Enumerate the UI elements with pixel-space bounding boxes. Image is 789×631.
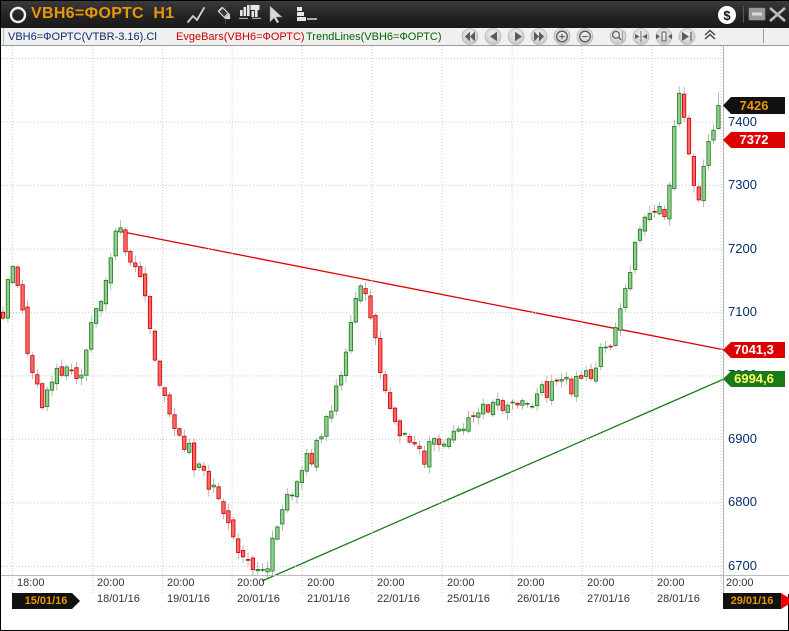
svg-text:$: $ bbox=[723, 8, 731, 23]
